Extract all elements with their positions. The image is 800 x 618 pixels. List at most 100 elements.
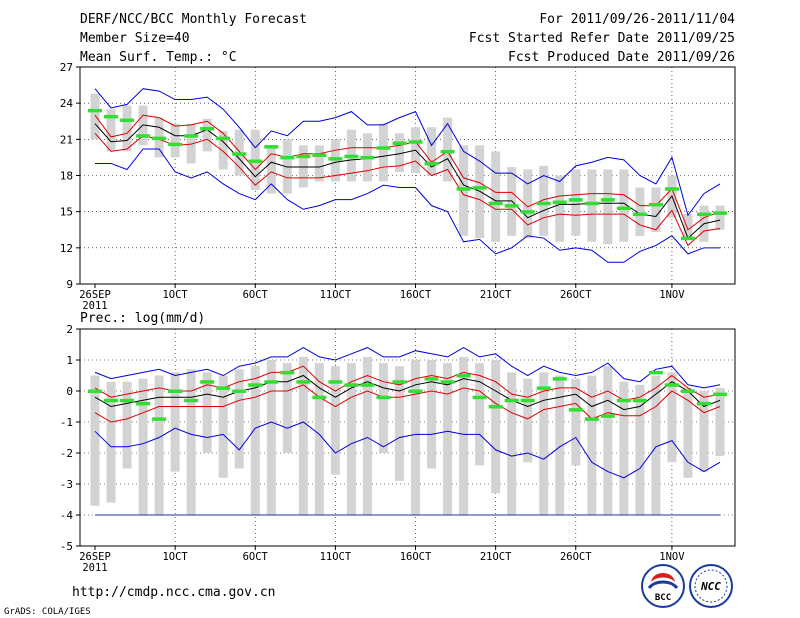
prec-y-tick-label: -3 (60, 478, 73, 491)
prec-spread-box (619, 381, 629, 515)
temp-spread-box (427, 127, 437, 176)
bcc-logo: BCC (641, 564, 685, 608)
prec-median-marker (600, 414, 615, 418)
temp-spread-box (635, 187, 645, 236)
prec-median-marker (504, 398, 519, 403)
temp-spread-box (651, 187, 661, 233)
bcc-logo-text: BCC (655, 593, 671, 603)
prec-y-tick-label: -5 (60, 540, 73, 553)
prec-spread-box (667, 372, 677, 463)
temp-spread-box (394, 133, 404, 172)
temp-median-marker (312, 153, 327, 158)
source-url[interactable]: http://cmdp.ncc.cma.gov.cn (72, 585, 276, 600)
temp-median-marker (344, 154, 359, 159)
prec-spread-box (699, 391, 709, 472)
prec-x-tick-label: 26SEP (79, 551, 111, 563)
temp-spread-box (90, 93, 100, 140)
temp-spread-box (619, 169, 629, 242)
temp-median-marker (456, 187, 471, 191)
prec-median-marker (120, 398, 135, 403)
temp-spread-box (603, 169, 613, 245)
prec-median-marker (184, 398, 199, 403)
prec-median-marker (152, 417, 167, 421)
prec-spread-box (330, 366, 340, 475)
temp-spread-box (122, 105, 132, 152)
temp-spread-box (186, 123, 196, 164)
prec-median-marker (488, 405, 503, 409)
temp-median-marker (552, 200, 567, 205)
temp-spread-box (106, 109, 116, 152)
temp-y-tick-label: 18 (60, 170, 73, 183)
temp-median-marker (136, 134, 151, 138)
prec-spread-box (475, 363, 485, 466)
prec-spread-box (346, 363, 356, 515)
temp-y-tick-label: 21 (60, 133, 73, 146)
temp-spread-box (314, 145, 324, 182)
temp-x-tick-label: 11OCT (320, 289, 352, 301)
prec-spread-box (523, 378, 533, 463)
temperature-panel: 27 24 21 18 15 12 9 26SEP 1OCT 6OCT 11OCT 16OCT 21OC… (60, 61, 736, 312)
prec-median-marker (408, 389, 423, 393)
temp-spread-box (523, 169, 533, 239)
figure-title: DERF/NCC/BCC Monthly Forecast (80, 12, 307, 27)
prec-spread-box (378, 363, 388, 453)
prec-spread-box (459, 356, 469, 515)
temp-median-marker (680, 236, 695, 241)
temp-median-marker (584, 201, 599, 206)
prec-median-marker (280, 370, 295, 375)
prec-y-tick-label: -4 (60, 509, 74, 522)
prec-min-line (94, 421, 721, 479)
prec-x-tick-label: 1NOV (659, 551, 685, 563)
prec-x-tick-label: 11OCT (320, 551, 352, 563)
prec-median-marker (392, 380, 407, 384)
prec-median-marker (200, 380, 215, 384)
temp-y-tick-label: 12 (60, 242, 73, 255)
prec-median-marker (456, 374, 471, 378)
temp-median-marker (168, 142, 183, 147)
temp-median-marker (392, 141, 407, 145)
temp-x-tick-label: 1OCT (162, 289, 188, 301)
prec-median-marker (136, 401, 151, 406)
temp-minus-sd-line (94, 132, 721, 247)
prec-spread-box (507, 372, 517, 515)
prec-spread-box (122, 381, 132, 469)
prec-spread-box (491, 360, 501, 494)
temp-median-marker (424, 161, 439, 166)
temp-spread-box (587, 169, 597, 242)
temp-median-marker (232, 152, 247, 156)
prec-median-marker (713, 392, 727, 397)
prec-spread-box (715, 387, 725, 457)
prec-spread-box (298, 356, 308, 515)
prec-median-marker (232, 389, 247, 393)
temp-spread-box (715, 205, 725, 230)
prec-y-tick-label: 0 (66, 385, 73, 398)
prec-plus-sd-line (94, 365, 721, 401)
prec-median-marker (424, 377, 439, 381)
temp-median-marker (184, 134, 199, 138)
temp-median-marker (328, 157, 343, 161)
prec-spread-box (138, 378, 148, 515)
ncc-logo-text: NCC (700, 580, 721, 593)
temp-spread-box (539, 165, 549, 236)
prec-spread-box (394, 366, 404, 481)
prec-median-marker (312, 395, 327, 400)
temp-x-tick-label: 1NOV (659, 289, 685, 301)
prec-spread-box (587, 375, 597, 515)
temp-median-marker (488, 201, 503, 206)
prec-mean-line (94, 374, 721, 411)
prec-median-marker (520, 398, 535, 403)
prec-median-marker (664, 383, 679, 387)
prec-x-tick-label: 1OCT (162, 551, 188, 563)
temp-median-marker (248, 159, 263, 164)
temp-y-tick-label: 24 (60, 97, 74, 110)
temp-median-marker (648, 202, 663, 207)
prec-spread-box (90, 375, 100, 506)
temp-median-marker (536, 201, 551, 206)
prec-median-marker (648, 370, 663, 375)
produced-date: Fcst Produced Date 2011/09/26 (508, 50, 735, 65)
prec-spread-box (250, 366, 260, 515)
temp-median-marker (120, 118, 135, 123)
temp-median-marker (713, 211, 727, 215)
temp-x-tick-label: 26SEP (79, 289, 111, 301)
prec-spread-box (218, 375, 228, 478)
